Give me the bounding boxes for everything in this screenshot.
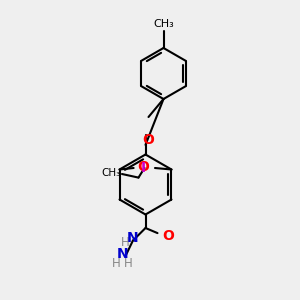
Text: O: O [163, 229, 175, 243]
Text: N: N [127, 231, 138, 245]
Text: O: O [138, 160, 150, 173]
Text: H: H [124, 257, 133, 270]
Text: I: I [140, 161, 146, 175]
Text: H: H [121, 236, 129, 249]
Text: N: N [117, 247, 128, 261]
Text: CH₃: CH₃ [101, 168, 121, 178]
Text: H: H [111, 257, 120, 270]
Text: O: O [142, 133, 154, 147]
Text: CH₃: CH₃ [153, 20, 174, 29]
